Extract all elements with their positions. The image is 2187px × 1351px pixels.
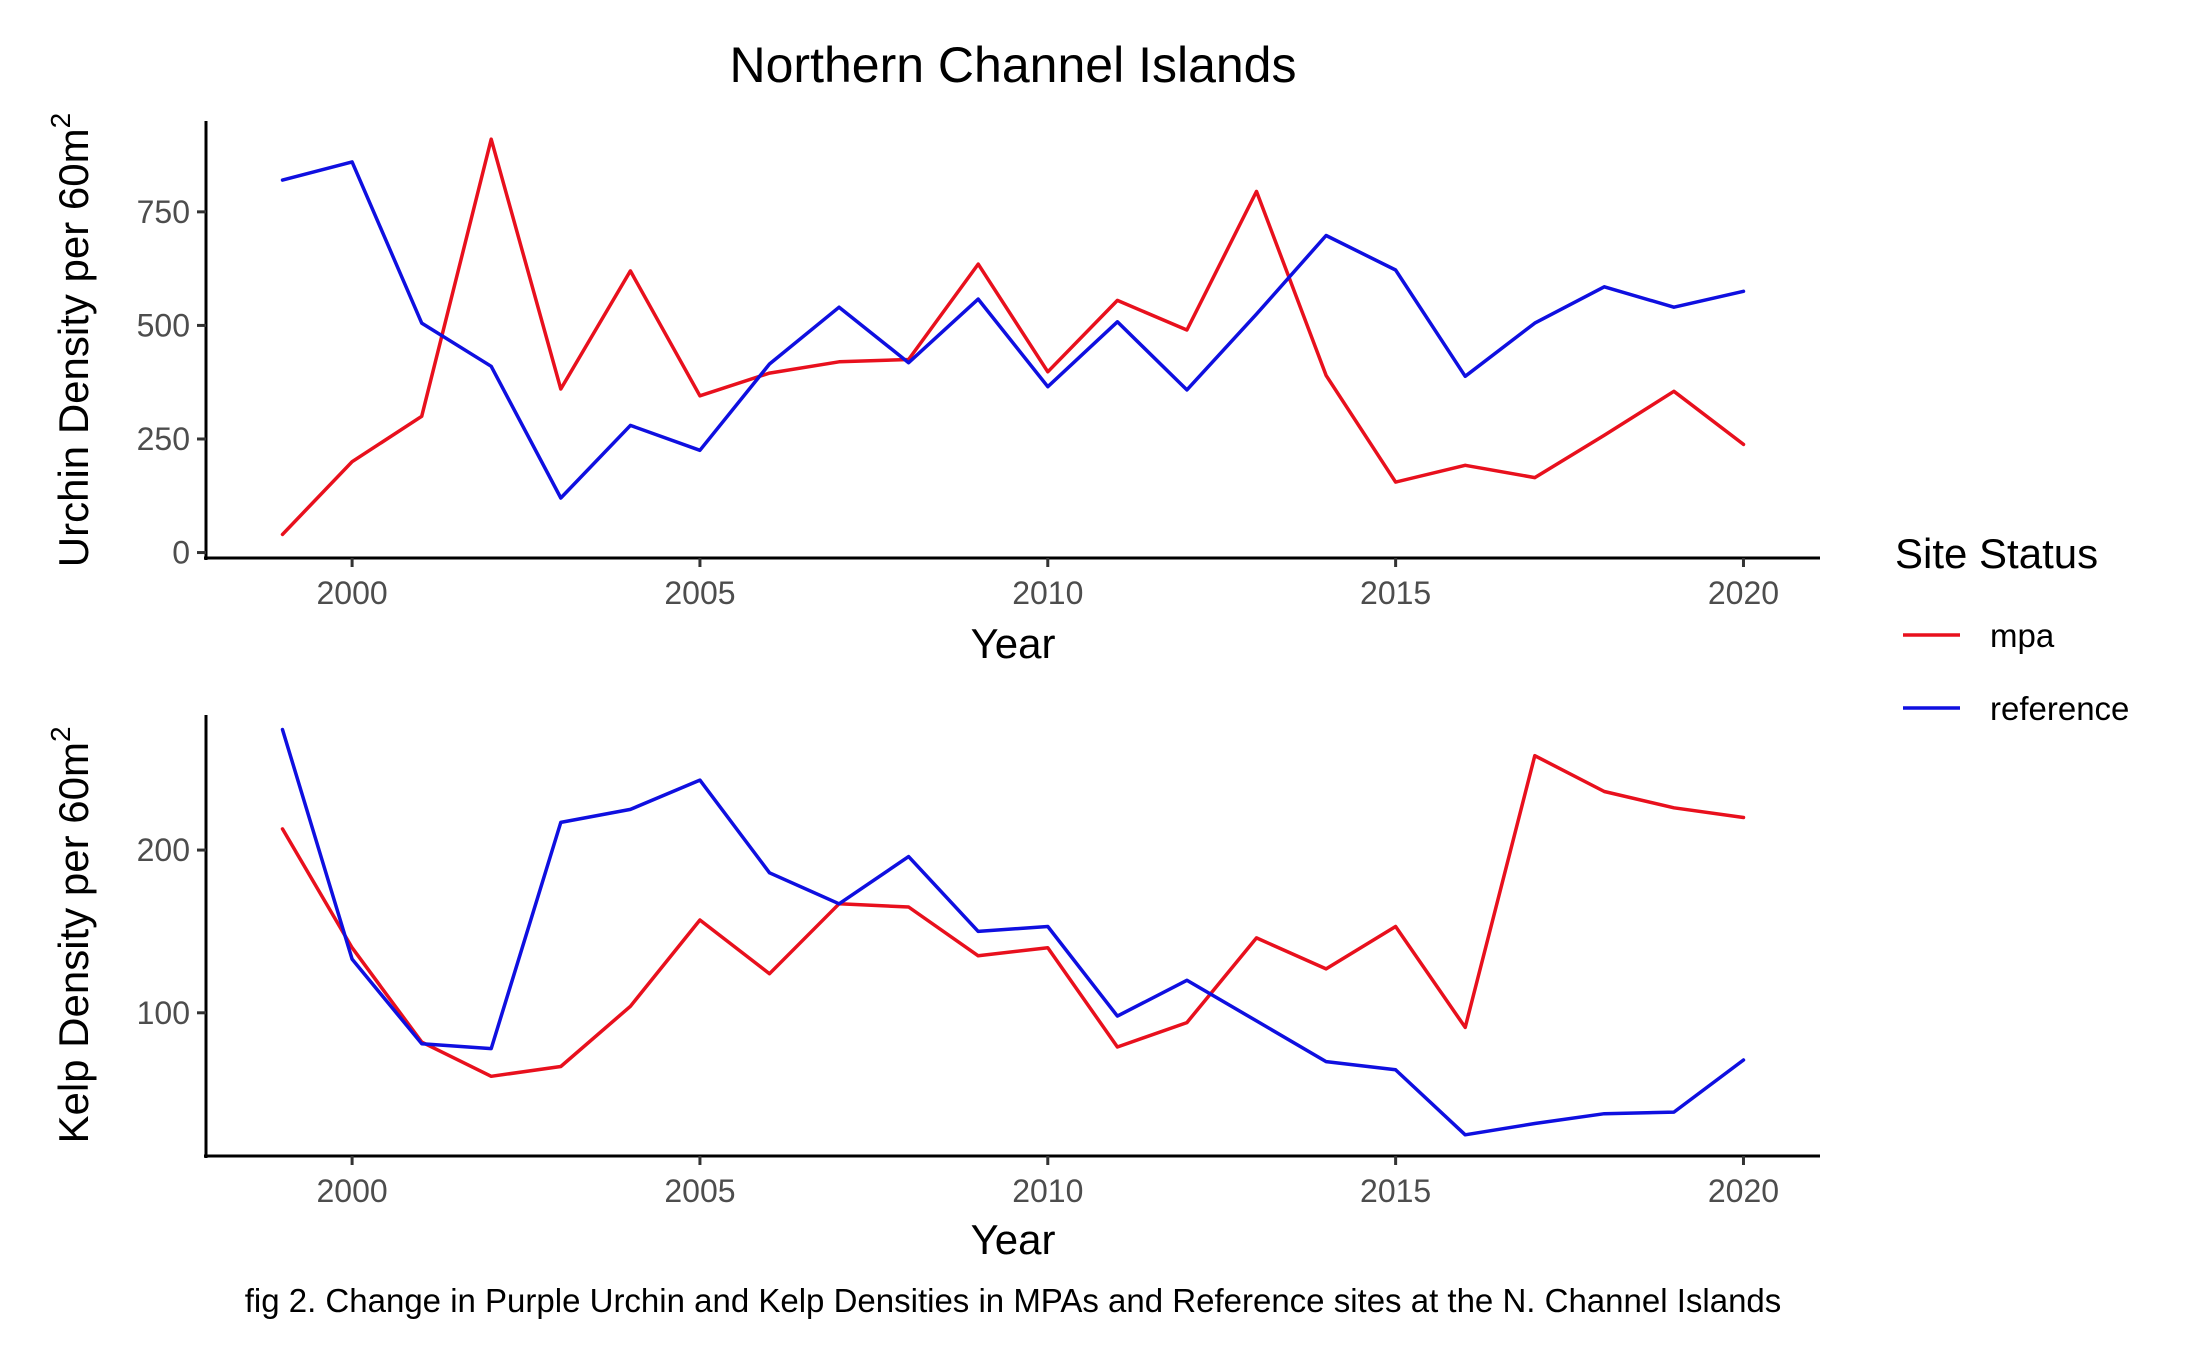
urchin-y-tick-label: 250 — [137, 421, 190, 457]
kelp-y-axis-title-sup: 2 — [45, 726, 76, 742]
urchin-y-axis-title-sup: 2 — [45, 113, 76, 129]
legend: Site Status mpa reference — [1895, 530, 2129, 727]
kelp-x-tick-label: 2000 — [317, 1173, 388, 1209]
urchin-x-tick-label: 2010 — [1012, 575, 1083, 611]
urchin-x-tick-label: 2015 — [1360, 575, 1431, 611]
urchin-x-tick-label: 2020 — [1708, 575, 1779, 611]
figure-caption: fig 2. Change in Purple Urchin and Kelp … — [245, 1282, 1782, 1319]
urchin-y-tick-label: 500 — [137, 307, 190, 343]
urchin-y-tick-label: 750 — [137, 194, 190, 230]
kelp-x-tick-label: 2020 — [1708, 1173, 1779, 1209]
legend-label-reference: reference — [1990, 690, 2129, 727]
legend-title: Site Status — [1895, 530, 2098, 577]
kelp-x-tick-label: 2010 — [1012, 1173, 1083, 1209]
urchin-series — [280, 137, 1746, 537]
legend-label-mpa: mpa — [1990, 617, 2055, 654]
kelp-x-tick-label: 2005 — [664, 1173, 735, 1209]
urchin-panel: 0 250 500 750 2000 2005 2010 2015 2020 Year Urc… — [45, 113, 1820, 667]
urchin-series-line-mpa — [280, 137, 1746, 537]
urchin-y-axis-title: Urchin Density per 60m2 — [45, 113, 97, 567]
kelp-series — [280, 727, 1746, 1137]
kelp-x-ticks: 2000 2005 2010 2015 2020 — [317, 1156, 1779, 1209]
urchin-x-ticks: 2000 2005 2010 2015 2020 — [317, 558, 1779, 611]
kelp-series-line-mpa — [280, 753, 1746, 1079]
urchin-x-tick-label: 2000 — [317, 575, 388, 611]
kelp-y-tick-label: 100 — [137, 995, 190, 1031]
urchin-series-line-reference — [280, 160, 1746, 500]
urchin-x-tick-label: 2005 — [664, 575, 735, 611]
kelp-y-axis-title-text: Kelp Density per 60m — [50, 742, 97, 1144]
urchin-y-axis-title-text: Urchin Density per 60m — [50, 128, 97, 567]
kelp-y-axis-title: Kelp Density per 60m2 — [45, 726, 97, 1143]
urchin-y-ticks: 0 250 500 750 — [137, 194, 206, 571]
chart-title: Northern Channel Islands — [730, 37, 1297, 93]
kelp-series-line-reference — [280, 727, 1746, 1137]
urchin-y-tick-label: 0 — [172, 535, 190, 571]
kelp-y-ticks: 100 200 — [137, 832, 206, 1031]
kelp-y-tick-label: 200 — [137, 832, 190, 868]
kelp-x-tick-label: 2015 — [1360, 1173, 1431, 1209]
kelp-x-axis-title: Year — [971, 1216, 1056, 1263]
kelp-panel: 100 200 2000 2005 2010 2015 2020 Year Kelp De… — [45, 715, 1820, 1263]
urchin-x-axis-title: Year — [971, 620, 1056, 667]
